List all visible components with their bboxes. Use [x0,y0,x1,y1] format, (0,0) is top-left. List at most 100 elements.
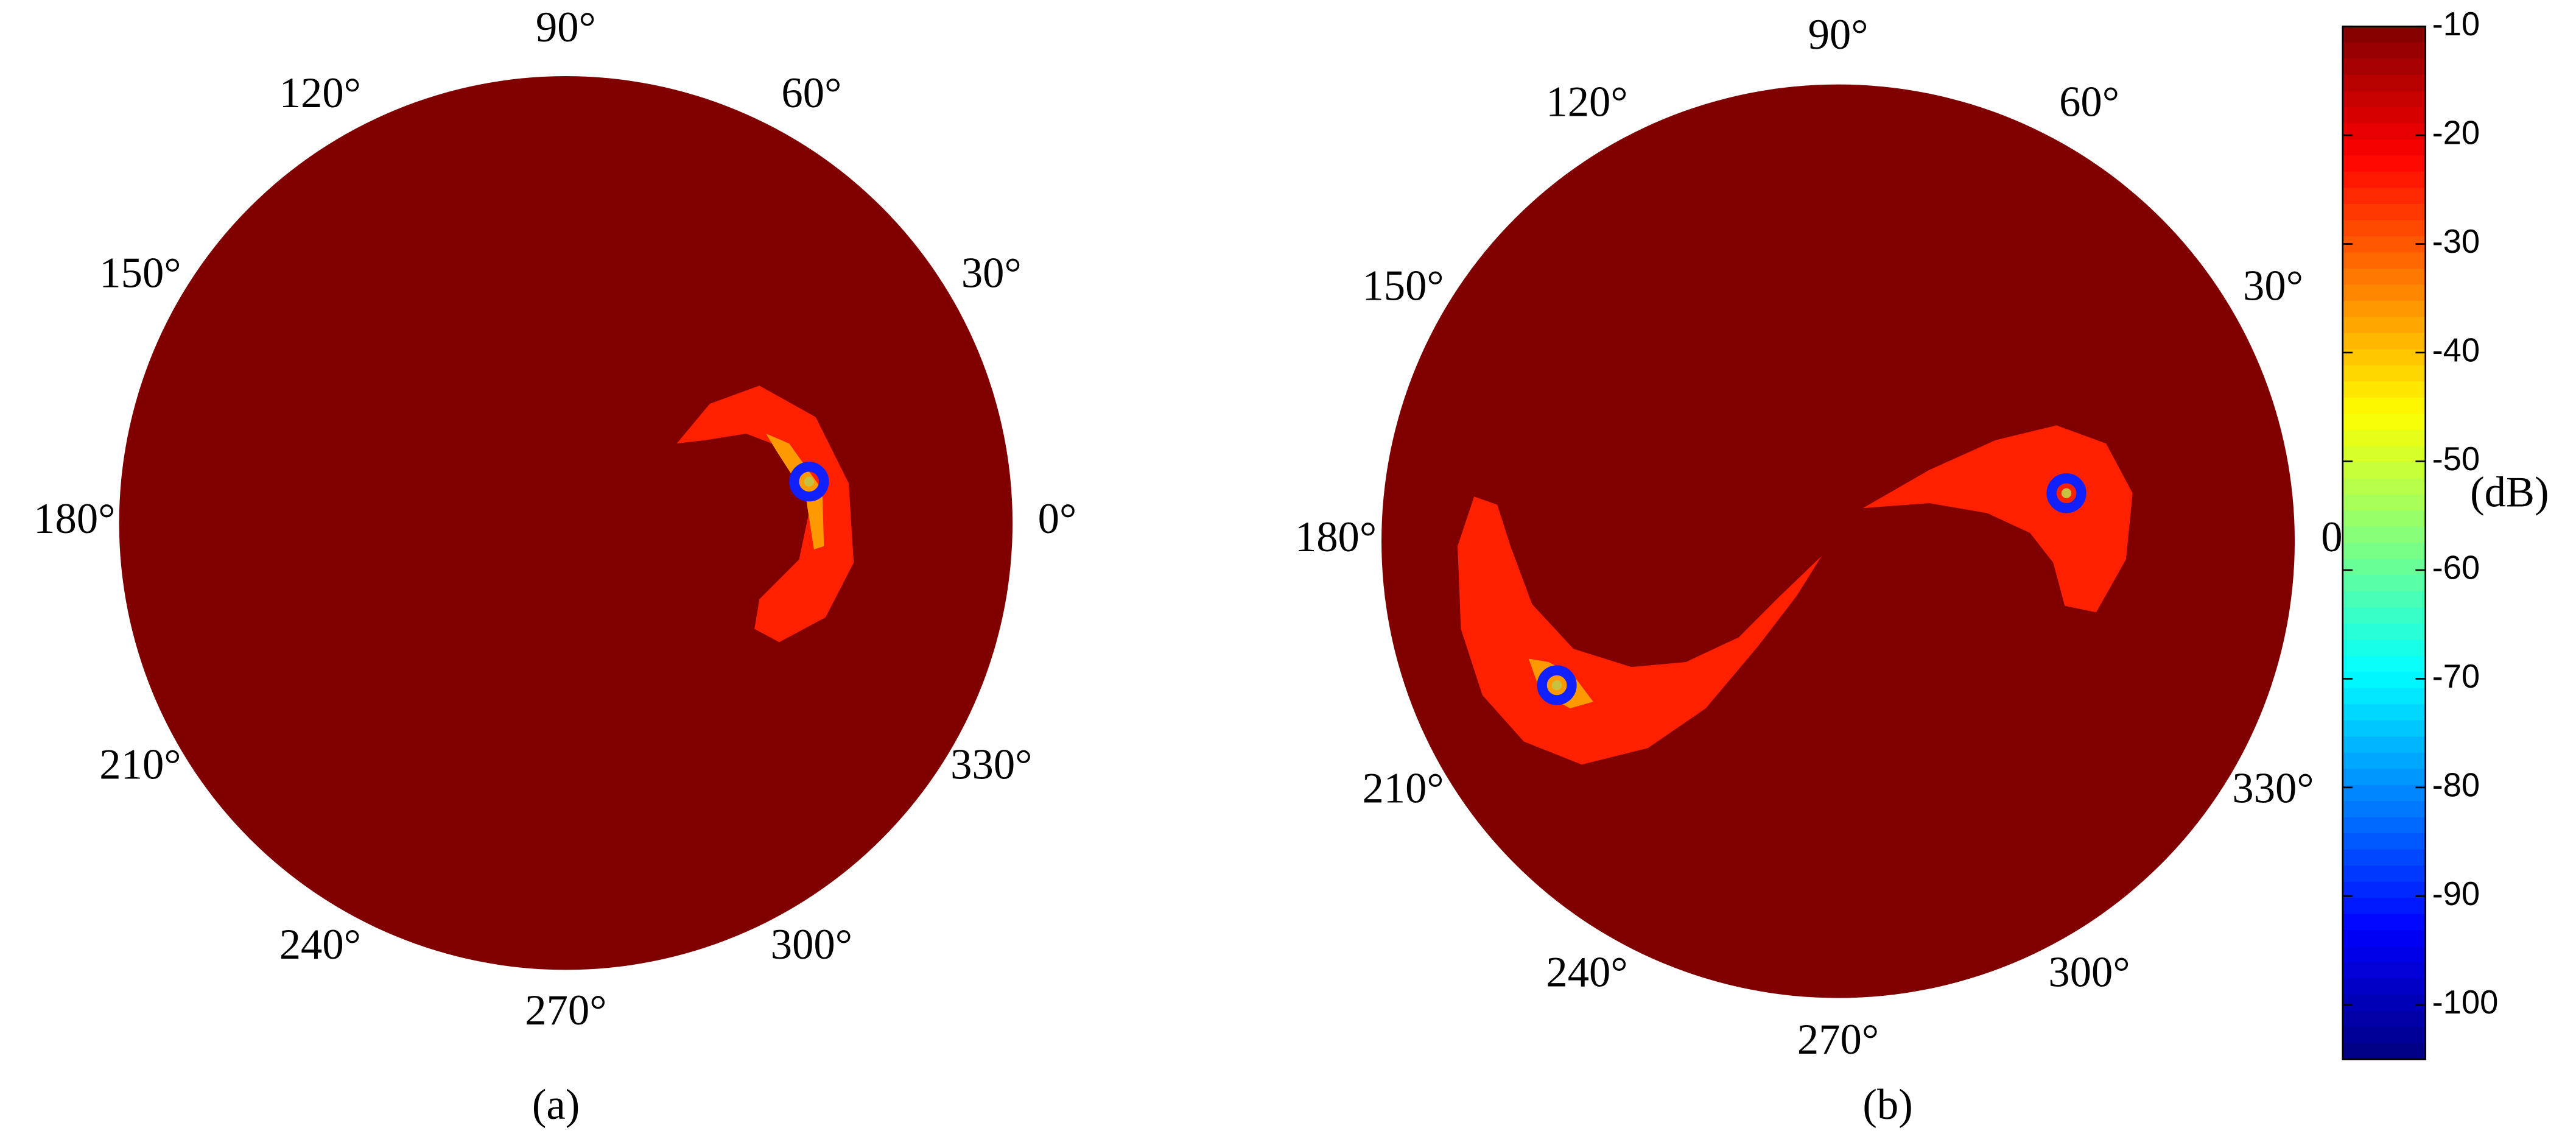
colorbar-band [2342,623,2426,641]
colorbar-band [2342,607,2426,625]
colorbar-band [2342,26,2426,44]
colorbar-tick-label: -90 [2432,875,2480,912]
theta-tick-label: 0° [1038,495,1077,543]
colorbar-band [2342,704,2426,722]
theta-tick-label: 180° [33,495,115,543]
colorbar-band [2342,736,2426,754]
colorbar-band [2342,333,2426,350]
theta-tick-label: 300° [2048,948,2130,996]
colorbar-tick-label: -10 [2432,5,2480,43]
theta-tick-label: 210° [99,741,181,788]
colorbar-band [2342,349,2426,367]
theta-tick-label: 60° [2059,78,2119,125]
theta-tick-label: 180° [1295,513,1377,561]
low-region [1862,425,2133,613]
colorbar-band [2342,268,2426,286]
colorbar-band [2342,543,2426,560]
colorbar-band [2342,284,2426,302]
colorbar-band [2342,752,2426,770]
colorbar-band [2342,462,2426,479]
theta-tick-label: 270° [525,987,606,1034]
colorbar-band [2342,510,2426,528]
colorbar-band [2342,203,2426,221]
theta-tick-label: 210° [1362,764,1444,812]
polar-field [1381,84,2295,998]
polar-field [119,76,1013,970]
colorbar-band [2342,655,2426,673]
colorbar-band [2342,107,2426,124]
colorbar-band [2342,591,2426,608]
theta-tick-label: 90° [1808,11,1869,58]
colorbar-band [2342,1027,2426,1044]
null-core [2061,488,2072,498]
theta-tick-label: 60° [781,69,841,117]
colorbar-band [2342,914,2426,931]
colorbar-band [2342,139,2426,157]
theta-tick-label: 240° [279,921,361,968]
colorbar-band [2342,155,2426,173]
null [1537,665,1577,705]
theta-tick-label: 90° [536,4,596,51]
low-region [676,386,854,643]
colorbar-band [2342,995,2426,1012]
colorbar-band [2342,784,2426,802]
colorbar-band [2342,414,2426,431]
colorbar-tick-label: -60 [2432,549,2480,586]
colorbar-band [2342,365,2426,382]
colorbar-tick-label: -20 [2432,114,2480,151]
theta-tick-label: 150° [99,249,181,297]
null [789,462,829,502]
theta-tick-label: 30° [2243,262,2303,309]
colorbar-band [2342,1043,2426,1060]
colorbar-band [2342,559,2426,576]
colorbar-tick-label: -80 [2432,766,2480,803]
colorbar-band [2342,946,2426,964]
colorbar-band [2342,429,2426,447]
panel-b [1381,84,2295,998]
panel-label: (a) [532,1081,580,1129]
colorbar-band [2342,688,2426,705]
colorbar-band [2342,236,2426,253]
null-core [804,476,814,487]
theta-tick-label: 120° [1546,78,1627,125]
theta-tick-label: 240° [1546,948,1627,996]
colorbar-frame [2342,26,2427,1060]
colorbar-band [2342,801,2426,819]
colorbar-band [2342,640,2426,657]
colorbar-band [2342,898,2426,915]
colorbar-band [2342,446,2426,463]
colorbar-tick-label: -30 [2432,223,2480,260]
theta-tick-label: 300° [771,921,852,968]
colorbar-band [2342,769,2426,786]
colorbar-band [2342,526,2426,544]
colorbar-band [2342,881,2426,899]
colorbar-band [2342,123,2426,141]
colorbar-band [2342,220,2426,238]
colorbar-band [2342,494,2426,512]
null-core [1551,680,1562,691]
colorbar-band [2342,962,2426,980]
colorbar-band [2342,1010,2426,1028]
colorbar-band [2342,397,2426,415]
colorbar-tick-label: -50 [2432,440,2480,478]
colorbar-band [2342,58,2426,76]
colorbar-band [2342,849,2426,867]
colorbar-band [2342,42,2426,60]
theta-tick-label: 270° [1797,1016,1879,1063]
panel-label: (b) [1862,1081,1912,1129]
colorbar-band [2342,317,2426,334]
colorbar-band [2342,91,2426,108]
colorbar-band [2342,74,2426,92]
colorbar-band [2342,833,2426,851]
colorbar-tick-label: -100 [2432,984,2499,1021]
colorbar-band [2342,672,2426,689]
colorbar-band [2342,252,2426,270]
colorbar-band [2342,171,2426,189]
colorbar-band [2342,817,2426,834]
colorbar-label: (dB) [2470,468,2549,516]
colorbar-tick-label: -70 [2432,658,2480,695]
colorbar-band [2342,930,2426,948]
null [2046,473,2086,513]
theta-tick-label: 330° [950,741,1032,788]
